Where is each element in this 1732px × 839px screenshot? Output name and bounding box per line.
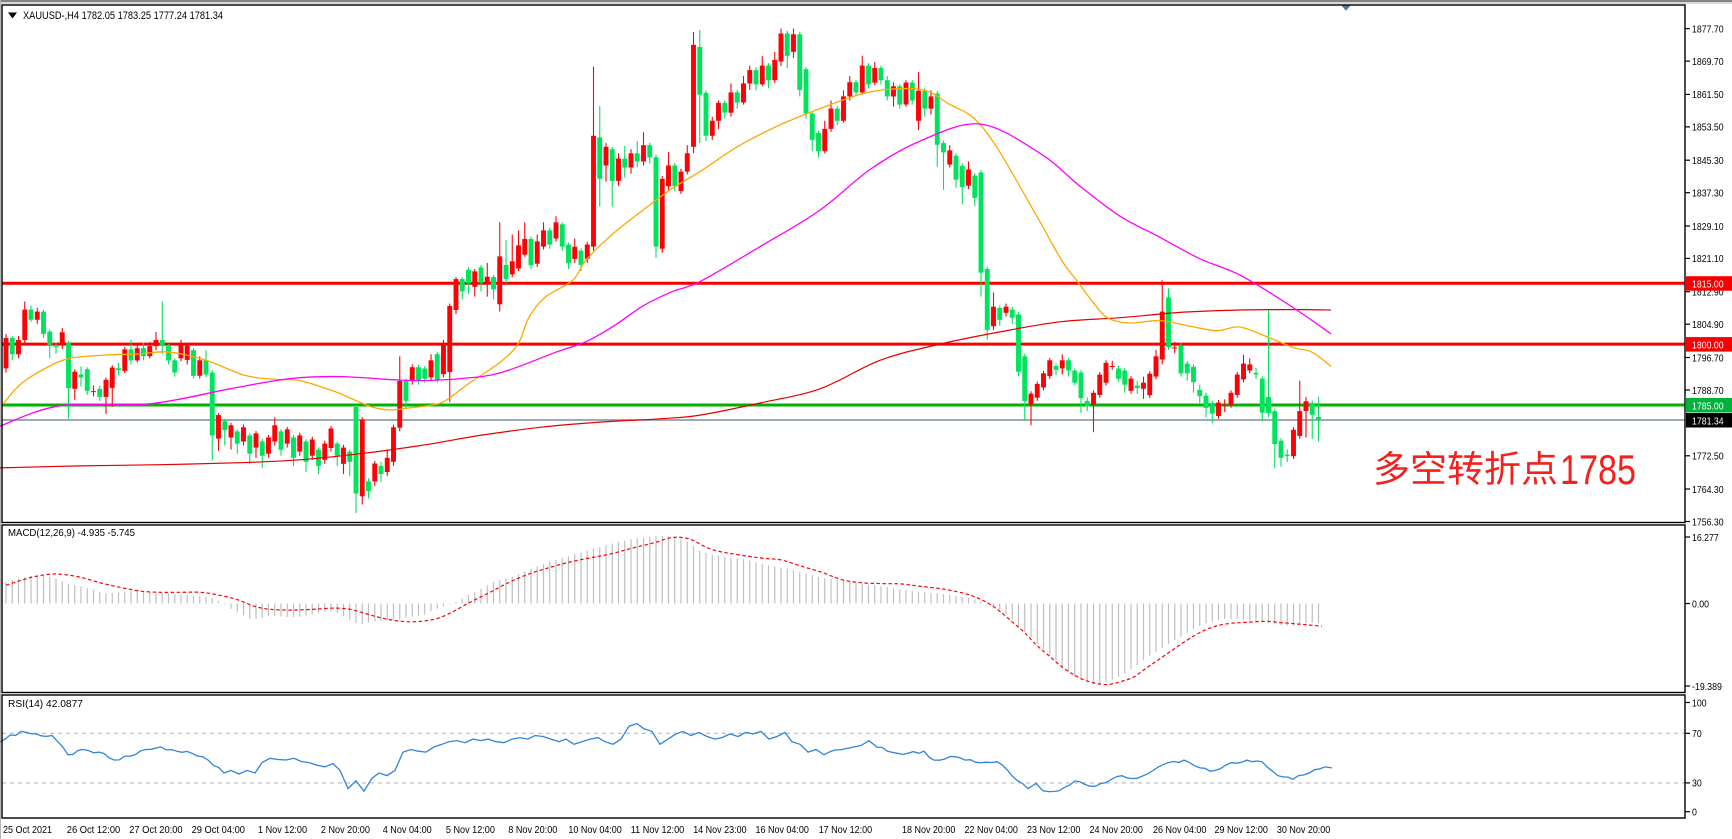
svg-text:1785.00: 1785.00 <box>1692 400 1724 412</box>
svg-text:18 Nov 20:00: 18 Nov 20:00 <box>902 824 956 836</box>
svg-text:1861.50: 1861.50 <box>1692 89 1724 101</box>
svg-text:27 Oct 20:00: 27 Oct 20:00 <box>129 824 183 836</box>
svg-text:17 Nov 12:00: 17 Nov 12:00 <box>819 824 873 836</box>
svg-text:1845.30: 1845.30 <box>1692 155 1724 167</box>
svg-text:5 Nov 12:00: 5 Nov 12:00 <box>446 824 495 836</box>
svg-text:1800.00: 1800.00 <box>1692 339 1724 351</box>
svg-text:16.277: 16.277 <box>1692 532 1719 544</box>
svg-text:30 Nov 20:00: 30 Nov 20:00 <box>1277 824 1331 836</box>
svg-text:10 Nov 04:00: 10 Nov 04:00 <box>568 824 622 836</box>
svg-text:1772.50: 1772.50 <box>1692 451 1724 463</box>
svg-text:-19.389: -19.389 <box>1692 681 1722 693</box>
svg-text:11 Nov 12:00: 11 Nov 12:00 <box>631 824 685 836</box>
svg-text:1 Nov 12:00: 1 Nov 12:00 <box>258 824 307 836</box>
svg-text:MACD(12,26,9) -4.935 -5.745: MACD(12,26,9) -4.935 -5.745 <box>8 527 135 539</box>
svg-text:26 Oct 12:00: 26 Oct 12:00 <box>67 824 121 836</box>
svg-text:0: 0 <box>1692 807 1697 819</box>
svg-text:4 Nov 04:00: 4 Nov 04:00 <box>383 824 432 836</box>
svg-text:100: 100 <box>1692 697 1707 709</box>
svg-text:1756.30: 1756.30 <box>1692 516 1724 528</box>
svg-text:29 Nov 12:00: 29 Nov 12:00 <box>1215 824 1269 836</box>
svg-text:1764.30: 1764.30 <box>1692 484 1724 496</box>
svg-text:29 Oct 04:00: 29 Oct 04:00 <box>192 824 246 836</box>
svg-text:1821.10: 1821.10 <box>1692 253 1724 265</box>
svg-text:23 Nov 12:00: 23 Nov 12:00 <box>1027 824 1081 836</box>
svg-text:70: 70 <box>1692 728 1702 740</box>
svg-text:24 Nov 20:00: 24 Nov 20:00 <box>1090 824 1144 836</box>
svg-text:RSI(14) 42.0877: RSI(14) 42.0877 <box>8 698 83 710</box>
svg-text:26 Nov 04:00: 26 Nov 04:00 <box>1153 824 1207 836</box>
svg-text:1796.70: 1796.70 <box>1692 352 1724 364</box>
svg-text:2 Nov 20:00: 2 Nov 20:00 <box>321 824 370 836</box>
svg-text:25 Oct 2021: 25 Oct 2021 <box>3 824 52 836</box>
svg-text:XAUUSD-,H4 1782.05 1783.25 17: XAUUSD-,H4 1782.05 1783.25 1777.24 1781.… <box>23 10 223 22</box>
svg-text:22 Nov 04:00: 22 Nov 04:00 <box>965 824 1019 836</box>
svg-text:1837.30: 1837.30 <box>1692 188 1724 200</box>
svg-text:1829.10: 1829.10 <box>1692 221 1724 233</box>
svg-text:8 Nov 20:00: 8 Nov 20:00 <box>508 824 557 836</box>
svg-text:1853.50: 1853.50 <box>1692 122 1724 134</box>
svg-text:14 Nov 23:00: 14 Nov 23:00 <box>693 824 747 836</box>
svg-text:1788.70: 1788.70 <box>1692 385 1724 397</box>
svg-text:30: 30 <box>1692 778 1702 790</box>
svg-text:1804.90: 1804.90 <box>1692 319 1724 331</box>
svg-text:0.00: 0.00 <box>1692 598 1709 610</box>
svg-text:1785: 1785 <box>1560 446 1636 493</box>
svg-text:1869.70: 1869.70 <box>1692 56 1724 68</box>
svg-text:1877.70: 1877.70 <box>1692 23 1724 35</box>
svg-text:16 Nov 04:00: 16 Nov 04:00 <box>756 824 810 836</box>
svg-text:1781.34: 1781.34 <box>1692 415 1724 427</box>
svg-text:1815.00: 1815.00 <box>1692 279 1724 291</box>
